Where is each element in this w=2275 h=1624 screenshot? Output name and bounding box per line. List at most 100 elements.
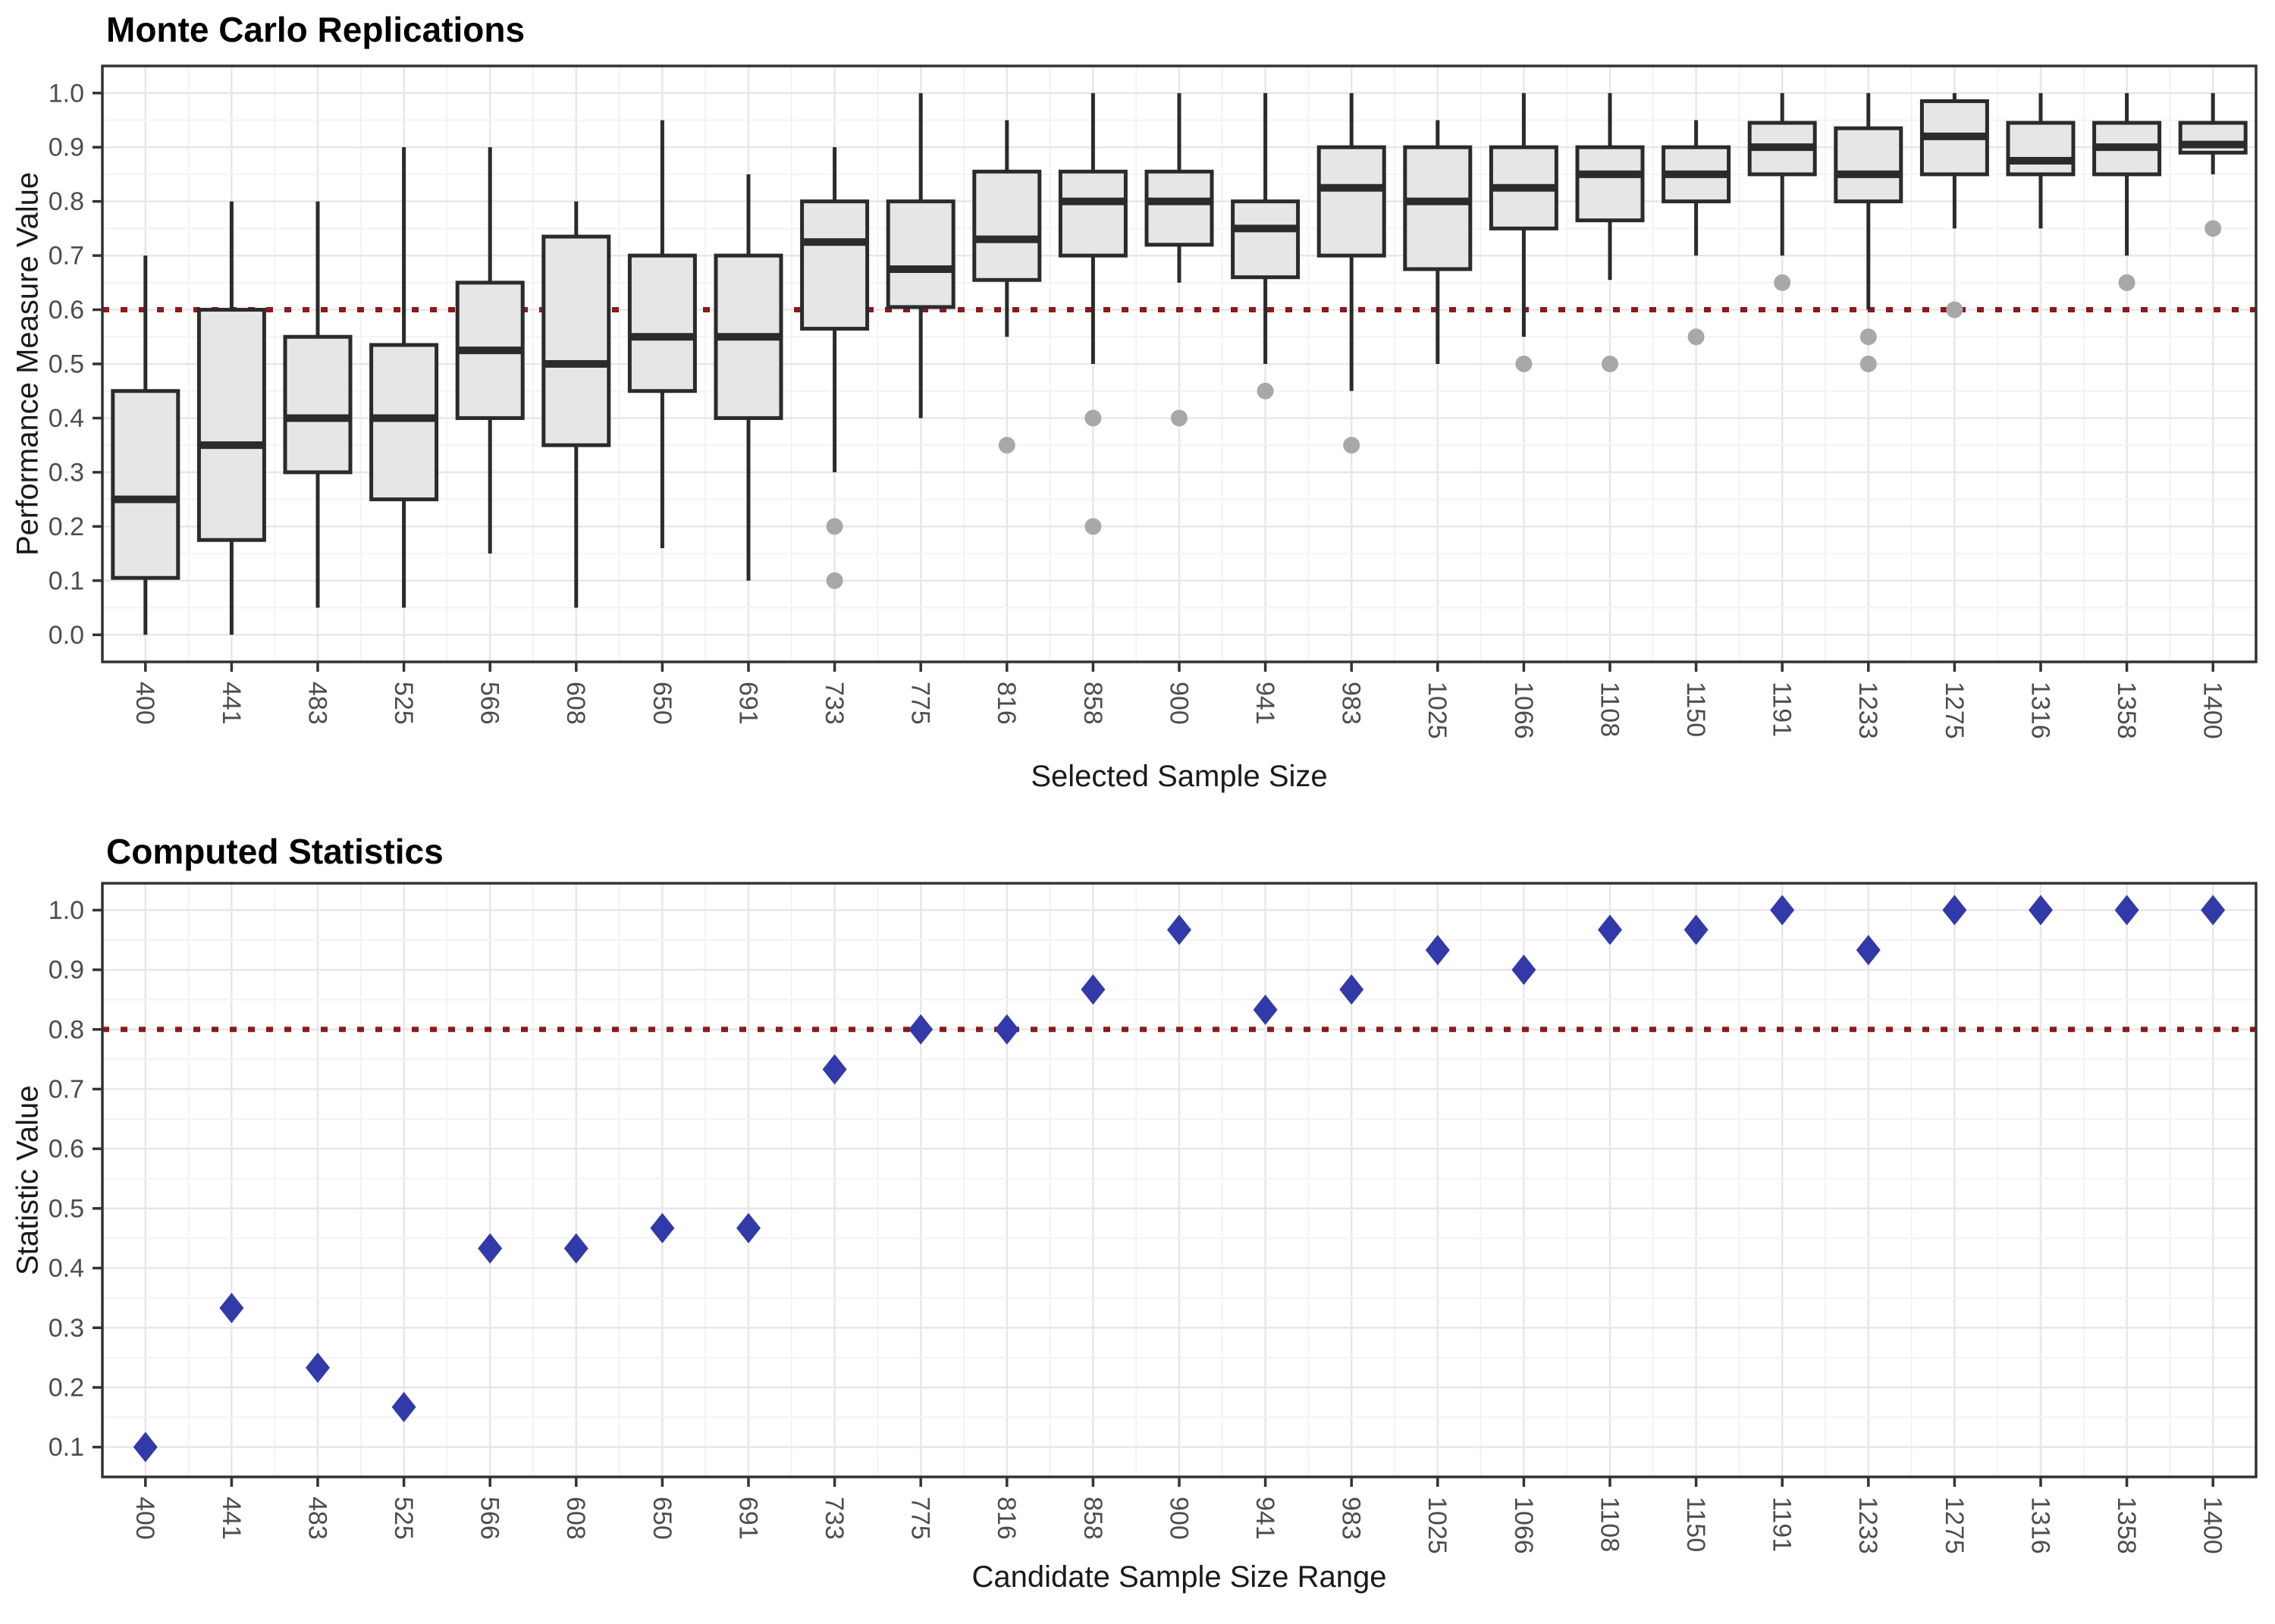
data-point-691 — [736, 1212, 761, 1243]
svg-text:858: 858 — [1078, 682, 1107, 725]
boxplot-650 — [627, 253, 697, 393]
svg-text:0.3: 0.3 — [49, 458, 84, 487]
boxplot-441 — [196, 308, 266, 542]
svg-text:0.3: 0.3 — [49, 1314, 84, 1343]
svg-text:0.6: 0.6 — [49, 1135, 84, 1164]
boxplot-566 — [455, 281, 525, 420]
data-point-1191 — [1770, 895, 1795, 926]
svg-text:441: 441 — [217, 682, 246, 725]
svg-text:1400: 1400 — [2198, 1497, 2227, 1554]
svg-text:1150: 1150 — [1681, 682, 1710, 737]
svg-text:1275: 1275 — [1940, 682, 1969, 739]
svg-text:1108: 1108 — [1595, 1497, 1624, 1552]
data-point-650 — [650, 1212, 675, 1243]
data-point-1275 — [1942, 895, 1967, 926]
svg-text:1025: 1025 — [1423, 682, 1451, 739]
svg-text:566: 566 — [475, 1497, 504, 1540]
svg-text:1233: 1233 — [1853, 1497, 1882, 1554]
boxplot-691 — [714, 253, 783, 420]
boxplot-775 — [886, 199, 956, 309]
svg-text:1025: 1025 — [1423, 1497, 1451, 1554]
svg-text:900: 900 — [1164, 1497, 1193, 1540]
data-point-525 — [391, 1391, 416, 1422]
data-point-1025 — [1425, 935, 1450, 966]
data-point-983 — [1339, 974, 1364, 1005]
svg-text:0.5: 0.5 — [49, 1194, 84, 1223]
svg-text:0.1: 0.1 — [49, 1433, 84, 1462]
svg-text:441: 441 — [217, 1497, 246, 1540]
svg-text:0.2: 0.2 — [49, 1374, 84, 1403]
svg-text:941: 941 — [1250, 1497, 1279, 1540]
data-point-941 — [1253, 994, 1278, 1025]
boxplot-525 — [369, 343, 439, 502]
boxplot-panel: 0.0 0.1 0.2 0.3 0.4 0.5 0.6 0.7 0.8 0.9 1.0 400 441 4… — [49, 64, 2258, 739]
svg-text:0.2: 0.2 — [49, 513, 84, 541]
svg-text:0.9: 0.9 — [49, 133, 84, 162]
boxplot-608 — [541, 234, 611, 447]
boxplot-1400 — [2178, 121, 2248, 155]
boxplot-983 — [1316, 145, 1386, 258]
boxplot-1233 — [1834, 126, 1903, 204]
data-point-566 — [478, 1233, 503, 1264]
boxplot-chart-title: Monte Carlo Replications — [106, 10, 526, 49]
svg-text:1.0: 1.0 — [49, 79, 84, 108]
data-point-1358 — [2114, 895, 2139, 926]
svg-text:775: 775 — [906, 682, 935, 725]
data-point-441 — [219, 1293, 244, 1324]
data-point-1150 — [1684, 914, 1709, 945]
boxplot-1275 — [1919, 99, 1989, 177]
svg-text:858: 858 — [1078, 1497, 1107, 1540]
data-point-483 — [306, 1352, 330, 1383]
svg-text:566: 566 — [475, 682, 504, 725]
svg-text:400: 400 — [130, 1497, 159, 1540]
svg-text:1275: 1275 — [1940, 1497, 1969, 1554]
data-point-608 — [563, 1233, 588, 1264]
svg-text:983: 983 — [1337, 682, 1366, 725]
svg-text:1066: 1066 — [1509, 682, 1538, 739]
data-point-1066 — [1511, 955, 1536, 986]
svg-text:608: 608 — [561, 682, 590, 725]
svg-text:1.0: 1.0 — [49, 896, 84, 925]
svg-text:0.6: 0.6 — [49, 296, 84, 324]
boxplot-900 — [1144, 169, 1214, 247]
svg-text:0.7: 0.7 — [49, 242, 84, 271]
svg-text:0.9: 0.9 — [49, 956, 84, 985]
svg-text:650: 650 — [648, 682, 676, 725]
svg-text:691: 691 — [733, 1497, 762, 1540]
boxplot-x-axis-title: Selected Sample Size — [1031, 760, 1328, 793]
svg-text:816: 816 — [992, 682, 1021, 725]
svg-text:650: 650 — [648, 1497, 676, 1540]
boxplot-1191 — [1747, 121, 1817, 177]
svg-text:1191: 1191 — [1768, 682, 1796, 737]
svg-text:0.1: 0.1 — [49, 566, 84, 595]
svg-text:1233: 1233 — [1853, 682, 1882, 739]
svg-text:1358: 1358 — [2112, 682, 2141, 739]
svg-text:0.0: 0.0 — [49, 621, 84, 650]
svg-text:525: 525 — [389, 1497, 418, 1540]
boxplot-1108 — [1575, 145, 1645, 223]
svg-text:983: 983 — [1337, 1497, 1366, 1540]
boxplot-1358 — [2092, 121, 2162, 177]
data-point-816 — [994, 1014, 1019, 1045]
svg-text:608: 608 — [561, 1497, 590, 1540]
svg-text:733: 733 — [820, 682, 849, 725]
boxplot-1066 — [1489, 145, 1558, 230]
svg-text:1150: 1150 — [1681, 1497, 1710, 1552]
data-point-1316 — [2029, 895, 2053, 926]
svg-text:483: 483 — [303, 1497, 331, 1540]
svg-text:900: 900 — [1164, 682, 1193, 725]
svg-text:483: 483 — [303, 682, 331, 725]
svg-text:1316: 1316 — [2026, 682, 2054, 739]
svg-text:1400: 1400 — [2198, 682, 2227, 739]
svg-text:733: 733 — [820, 1497, 849, 1540]
svg-text:0.7: 0.7 — [49, 1075, 84, 1104]
svg-text:1066: 1066 — [1509, 1497, 1538, 1554]
boxplot-483 — [283, 334, 353, 475]
svg-text:1358: 1358 — [2112, 1497, 2141, 1554]
data-point-1400 — [2201, 895, 2226, 926]
boxplot-400 — [111, 389, 180, 580]
boxplot-1025 — [1403, 145, 1473, 271]
boxplot-1150 — [1662, 145, 1731, 204]
data-point-900 — [1167, 914, 1191, 945]
